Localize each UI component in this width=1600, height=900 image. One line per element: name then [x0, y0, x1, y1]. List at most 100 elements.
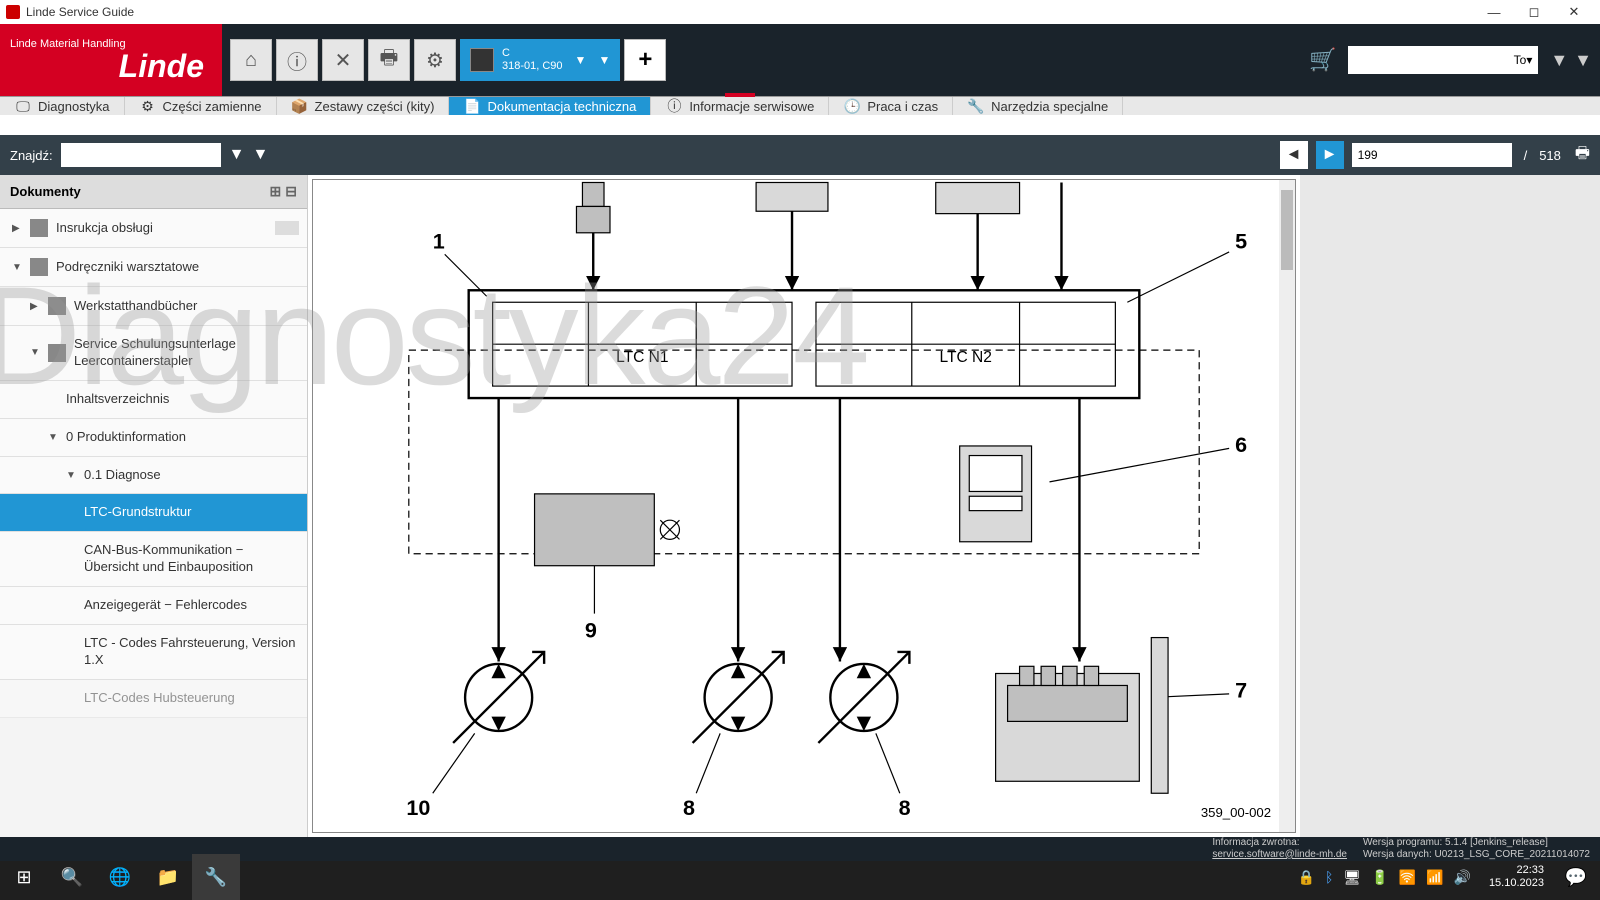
tray-lock-icon: 🔒 [1298, 869, 1315, 886]
feedback-email[interactable]: service.software@linde-mh.de [1212, 849, 1347, 861]
app-frame: Linde Material Handling Linde ⌂ ⓘ ✕ 🖶 ⚙ … [0, 24, 1600, 776]
model-filter-icon: ▼ [598, 53, 610, 67]
system-tray[interactable]: 🔒 ᛒ 🖥 🔋 🛜 📶 🔊 [1288, 869, 1481, 886]
parts-icon: ⚙ [139, 97, 157, 115]
main-tabs: 🖵Diagnostyka ⚙Części zamienne 📦Zestawy c… [0, 96, 1600, 115]
tree-node-inhalt[interactable]: Inhaltsverzeichnis [0, 381, 307, 419]
titlebar: Linde Service Guide — ◻ ✕ [0, 0, 1600, 24]
tab-docs[interactable]: 📄Dokumentacja techniczna [449, 97, 651, 115]
print-button[interactable]: 🖶 [368, 39, 410, 81]
search-button[interactable]: 🔍 [48, 854, 96, 900]
tray-volume-icon: 🔊 [1454, 869, 1471, 886]
notification-marker [725, 93, 755, 97]
page-back-button[interactable]: ◄ [1280, 141, 1308, 169]
home-button[interactable]: ⌂ [230, 39, 272, 81]
doc-icon [48, 344, 66, 362]
tree-node-produktinfo[interactable]: ▼0 Produktinformation [0, 419, 307, 457]
viewer-scrollbar[interactable] [1279, 180, 1295, 832]
tab-kits[interactable]: 📦Zestawy części (kity) [277, 97, 450, 115]
find-clear-icon[interactable]: ▼ [252, 146, 268, 164]
body: Diagnostyka24 Znajdź: ▼ ▼ ◄ ► 199 / 518 … [0, 115, 1600, 837]
collapse-all-icon[interactable]: ⊟ [285, 183, 297, 200]
tree-node-anzeige[interactable]: Anzeigegerät − Fehlercodes [0, 587, 307, 625]
sidebar-title: Dokumenty [10, 184, 81, 199]
tools-button[interactable]: ✕ [322, 39, 364, 81]
clock-date: 15.10.2023 [1489, 877, 1544, 890]
tree-node-service-schulung[interactable]: ▼Service Schulungsunterlage Leercontaine… [0, 326, 307, 381]
tree-node-manual[interactable]: ▶Insrukcja obsługi [0, 209, 307, 248]
tray-network-icon: 🛜 [1399, 869, 1416, 886]
version-program: Wersja programu: 5.1.4 [Jenkins_release] [1363, 837, 1590, 849]
tray-battery-icon: 🔋 [1371, 869, 1388, 886]
taskbar: ⊞ 🔍 🌐 📁 🔧 🔒 ᛒ 🖥 🔋 🛜 📶 🔊 22:33 15.10.2023… [0, 854, 1600, 900]
tab-special-tools[interactable]: 🔧Narzędzia specjalne [953, 97, 1123, 115]
time-icon: 🕒 [843, 97, 861, 115]
tab-parts[interactable]: ⚙Części zamienne [125, 97, 277, 115]
model-selector[interactable]: C 318-01, C90 ▼ ▼ [460, 39, 620, 81]
page-current-field[interactable]: 199 [1352, 143, 1512, 167]
minimize-button[interactable]: — [1474, 0, 1514, 24]
svg-text:5: 5 [1235, 228, 1247, 253]
secondary-bar: Znajdź: ▼ ▼ ◄ ► 199 / 518 🖶 [0, 135, 1600, 175]
to-label: To [1514, 53, 1527, 67]
edge-icon[interactable]: 🌐 [96, 854, 144, 900]
diagram-viewer[interactable]: LTC N1 LTC N2 1 5 6 7 [308, 175, 1300, 837]
tree-node-diagnose[interactable]: ▼0.1 Diagnose [0, 457, 307, 495]
tree-node-workshop[interactable]: ▼Podręczniki warsztatowe [0, 248, 307, 287]
svg-text:359_00-002: 359_00-002 [1201, 805, 1271, 820]
model-dropdown-icon: ▼ [575, 53, 587, 67]
tree-node-ltc-hub[interactable]: LTC-Codes Hubsteuerung [0, 680, 307, 718]
svg-text:10: 10 [406, 795, 430, 820]
header: Linde Material Handling Linde ⌂ ⓘ ✕ 🖶 ⚙ … [0, 24, 1600, 96]
content-row: Dokumenty ⊞ ⊟ ▶Insrukcja obsługi ▼Podręc… [0, 175, 1600, 837]
filter-clear-icon[interactable]: ▼ [1574, 50, 1592, 71]
right-panel [1300, 175, 1600, 837]
close-button[interactable]: ✕ [1554, 0, 1594, 24]
toolbar: ⌂ ⓘ ✕ 🖶 ⚙ C 318-01, C90 ▼ ▼ + 🛒 To ▾ ▼ [222, 24, 1600, 96]
find-filter-icon[interactable]: ▼ [229, 146, 245, 164]
expand-all-icon[interactable]: ⊞ [270, 183, 282, 200]
svg-text:8: 8 [683, 795, 695, 820]
maximize-button[interactable]: ◻ [1514, 0, 1554, 24]
tree-node-ltc-fahr[interactable]: LTC - Codes Fahrsteuerung, Version 1.X [0, 625, 307, 680]
taskbar-clock[interactable]: 22:33 15.10.2023 [1481, 864, 1552, 890]
settings-button[interactable]: ⚙ [414, 39, 456, 81]
page-separator: / [1524, 148, 1528, 163]
feedback-label: Informacja zwrotna: [1212, 837, 1347, 849]
brand-logo-box: Linde Material Handling Linde [0, 24, 222, 96]
doc-icon [48, 297, 66, 315]
app-icon [6, 5, 20, 19]
tab-service-info[interactable]: ⓘInformacje serwisowe [651, 97, 829, 115]
explorer-icon[interactable]: 📁 [144, 854, 192, 900]
tree-node-canbus[interactable]: CAN-Bus-Kommunikation − Übersicht und Ei… [0, 532, 307, 587]
find-input[interactable] [61, 143, 221, 167]
tab-diagnostyka[interactable]: 🖵Diagnostyka [0, 97, 125, 115]
filter-icon[interactable]: ▼ [1550, 50, 1568, 71]
sidebar: Dokumenty ⊞ ⊟ ▶Insrukcja obsługi ▼Podręc… [0, 175, 308, 837]
tray-wifi-icon: 📶 [1426, 869, 1443, 886]
document-tree: ▶Insrukcja obsługi ▼Podręczniki warsztat… [0, 209, 307, 837]
book-icon [30, 219, 48, 237]
print-page-icon[interactable]: 🖶 [1575, 142, 1590, 169]
clock-time: 22:33 [1516, 864, 1544, 877]
kits-icon: 📦 [291, 97, 309, 115]
cart-icon[interactable]: 🛒 [1309, 47, 1336, 73]
svg-text:8: 8 [899, 795, 911, 820]
to-select[interactable]: To ▾ [1348, 46, 1538, 74]
tray-monitor-icon: 🖥 [1343, 869, 1361, 886]
page-forward-button[interactable]: ► [1316, 141, 1344, 169]
special-tools-icon: 🔧 [967, 97, 985, 115]
info-button[interactable]: ⓘ [276, 39, 318, 81]
model-line2: 318-01, C90 [502, 60, 563, 73]
start-button[interactable]: ⊞ [0, 854, 48, 900]
app-taskbar-icon[interactable]: 🔧 [192, 854, 240, 900]
tray-bluetooth-icon: ᛒ [1325, 869, 1333, 885]
notifications-button[interactable]: 💬 [1552, 854, 1600, 900]
tree-node-ltc-grund[interactable]: LTC-Grundstruktur [0, 494, 307, 532]
add-tab-button[interactable]: + [624, 39, 666, 81]
sidebar-header: Dokumenty ⊞ ⊟ [0, 175, 307, 209]
tree-node-werkstatt[interactable]: ▶Werkstatthandbücher [0, 287, 307, 326]
to-dropdown-icon: ▾ [1526, 53, 1532, 67]
tab-time[interactable]: 🕒Praca i czas [829, 97, 953, 115]
brand-logo: Linde [10, 50, 212, 82]
